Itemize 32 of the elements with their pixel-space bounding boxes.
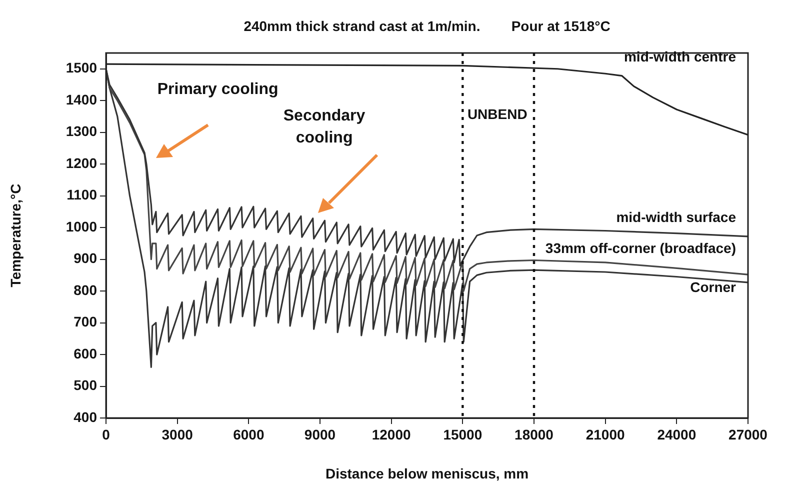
series-label: Corner (690, 278, 737, 295)
y-tick-label: 400 (74, 408, 98, 425)
x-tick-label: 21000 (586, 426, 626, 442)
y-tick-label: 700 (74, 314, 98, 330)
x-tick-label: 15000 (443, 426, 482, 442)
x-tick-label: 27000 (728, 426, 768, 442)
y-tick-label: 1300 (66, 123, 98, 140)
y-tick-label: 1000 (66, 218, 98, 234)
x-tick-label: 6000 (233, 426, 264, 442)
x-tick-label: 3000 (162, 426, 194, 442)
series-label: mid-width surface (616, 209, 736, 226)
annotation: UNBEND (467, 106, 528, 122)
x-tick-label: 24000 (657, 426, 696, 442)
y-tick-label: 500 (74, 377, 98, 394)
y-tick-label: 900 (74, 250, 98, 266)
y-tick-label: 1200 (66, 154, 98, 171)
x-tick-label: 18000 (514, 426, 554, 442)
y-tick-label: 1400 (66, 91, 98, 108)
x-tick-label: 9000 (304, 426, 336, 442)
x-tick-label: 0 (102, 426, 110, 442)
y-tick-label: 1500 (66, 60, 98, 76)
y-tick-label: 600 (74, 345, 98, 362)
series-label: mid-width centre (624, 48, 736, 65)
x-tick-label: 12000 (372, 426, 412, 442)
annotation: Primary cooling (157, 80, 278, 98)
y-tick-label: 800 (74, 282, 98, 298)
x-axis-title: Distance below meniscus, mm (325, 465, 529, 482)
y-axis-title: Temperature,°C (7, 184, 24, 288)
chart-title: 240mm thick strand cast at 1m/min. Pour at 1518°C (244, 18, 610, 34)
series-label: 33mm off-corner (broadface) (545, 240, 736, 256)
y-tick-label: 1100 (66, 186, 98, 203)
annotation: Secondary cooling (283, 107, 366, 146)
